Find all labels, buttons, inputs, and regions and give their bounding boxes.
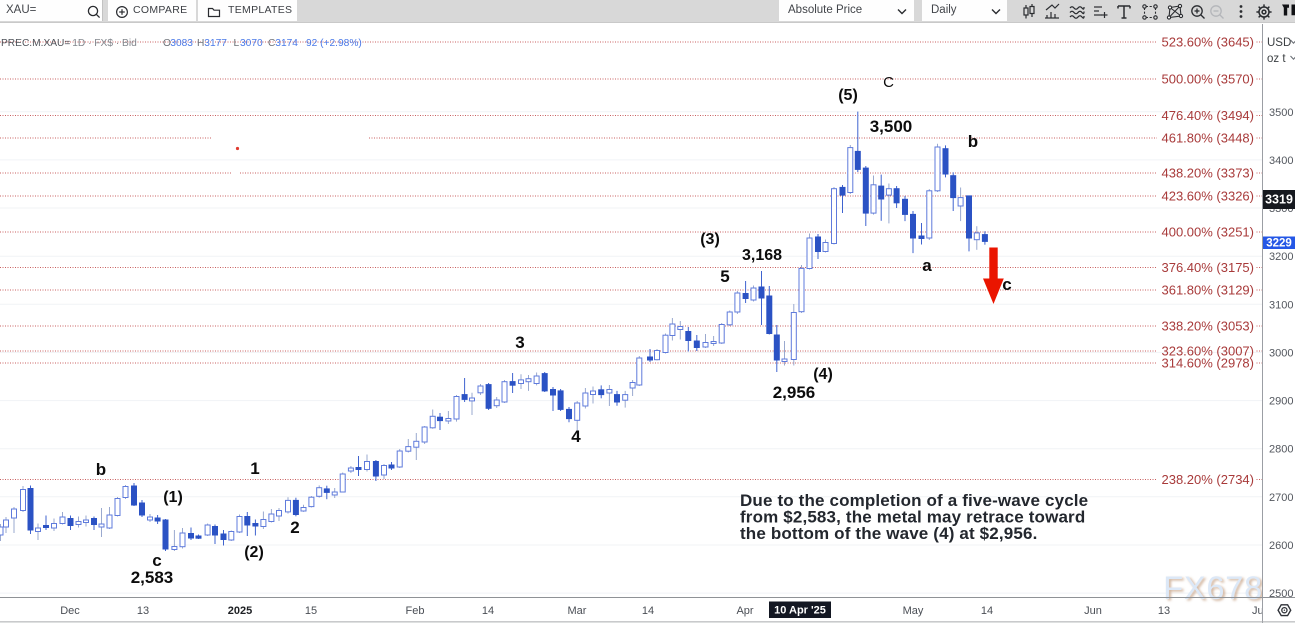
svg-text:(3): (3) (700, 231, 720, 248)
svg-text:3500: 3500 (1269, 107, 1293, 119)
svg-text:Due to the completion of a fiv: Due to the completion of a five-wave cyc… (740, 491, 1088, 510)
svg-text:Apr: Apr (736, 605, 753, 617)
svg-text:Mar: Mar (568, 605, 587, 617)
svg-text:2900: 2900 (1269, 396, 1293, 408)
svg-text:C: C (883, 74, 894, 91)
svg-text:2600: 2600 (1269, 540, 1293, 552)
svg-text:238.20% (2734): 238.20% (2734) (1161, 472, 1254, 487)
svg-text:3229: 3229 (1266, 238, 1292, 250)
svg-text:3,168: 3,168 (742, 247, 782, 264)
svg-text:423.60% (3326): 423.60% (3326) (1161, 189, 1254, 204)
svg-text:2: 2 (290, 518, 299, 537)
svg-text:361.80% (3129): 361.80% (3129) (1161, 283, 1254, 298)
svg-text:3000: 3000 (1269, 347, 1293, 359)
svg-text:2,583: 2,583 (131, 568, 174, 587)
svg-text:H: H (197, 38, 204, 49)
svg-text:438.20% (3373): 438.20% (3373) (1161, 166, 1254, 181)
svg-text:10 Apr '25: 10 Apr '25 (774, 605, 826, 617)
svg-text:C: C (268, 38, 275, 49)
svg-text:from $2,583, the metal may ret: from $2,583, the metal may retrace towar… (740, 508, 1085, 527)
svg-text:(2): (2) (244, 544, 264, 561)
svg-text:323.60% (3007): 323.60% (3007) (1161, 344, 1254, 359)
svg-text:c: c (1002, 275, 1011, 294)
svg-text:Feb: Feb (406, 605, 425, 617)
svg-text:(4): (4) (813, 366, 833, 383)
svg-text:2025: 2025 (228, 605, 252, 617)
svg-text:15: 15 (305, 605, 317, 617)
svg-text:5: 5 (720, 267, 729, 286)
svg-text:2800: 2800 (1269, 444, 1293, 456)
svg-text:14: 14 (642, 605, 654, 617)
svg-text:PREC.M.XAU=: PREC.M.XAU= (1, 38, 70, 49)
svg-text:14: 14 (482, 605, 494, 617)
svg-text:3070: 3070 (240, 38, 263, 49)
svg-text:b: b (96, 460, 106, 479)
svg-text:Dec: Dec (60, 605, 80, 617)
svg-text:3200: 3200 (1269, 251, 1293, 263)
svg-text:USD: USD (1267, 37, 1291, 49)
svg-text:338.20% (3053): 338.20% (3053) (1161, 319, 1254, 334)
svg-text:b: b (968, 132, 978, 151)
svg-text:2500: 2500 (1269, 588, 1293, 600)
svg-text:a: a (922, 256, 932, 275)
svg-text:3083: 3083 (170, 38, 193, 49)
svg-text:3174: 3174 (275, 38, 298, 49)
svg-text:Jun: Jun (1084, 605, 1102, 617)
svg-text:13: 13 (1158, 605, 1170, 617)
svg-text:c: c (152, 551, 161, 570)
svg-text:3,500: 3,500 (870, 117, 913, 136)
svg-text:476.40% (3494): 476.40% (3494) (1161, 108, 1254, 123)
svg-text:the bottom of the wave (4) at: the bottom of the wave (4) at $2,956. (740, 524, 1037, 543)
svg-text:2,956: 2,956 (773, 383, 816, 402)
svg-text:1: 1 (250, 459, 259, 478)
svg-text:92 (+2.98%): 92 (+2.98%) (306, 38, 362, 49)
svg-text:13: 13 (137, 605, 149, 617)
svg-text:O: O (163, 38, 171, 49)
svg-text:461.80% (3448): 461.80% (3448) (1161, 131, 1254, 146)
svg-text:3319: 3319 (1265, 193, 1293, 207)
svg-text:FX678: FX678 (1163, 570, 1263, 606)
svg-text:FX678: FX678 (1165, 572, 1265, 608)
svg-text:3400: 3400 (1269, 155, 1293, 167)
svg-text:523.60% (3645): 523.60% (3645) (1161, 35, 1254, 50)
svg-text:400.00% (3251): 400.00% (3251) (1161, 225, 1254, 240)
svg-text:oz t: oz t (1267, 53, 1286, 65)
svg-text:3: 3 (515, 333, 524, 352)
svg-text:314.60% (2978): 314.60% (2978) (1161, 356, 1254, 371)
svg-text:4: 4 (571, 427, 581, 446)
svg-text:2700: 2700 (1269, 492, 1293, 504)
svg-text:14: 14 (981, 605, 993, 617)
svg-text:500.00% (3570): 500.00% (3570) (1161, 72, 1254, 87)
svg-text:(1): (1) (163, 489, 183, 506)
svg-text:3177: 3177 (204, 38, 227, 49)
svg-text:376.40% (3175): 376.40% (3175) (1161, 260, 1254, 275)
svg-text:· 1D · FX$ · Bid: · 1D · FX$ · Bid (66, 38, 137, 49)
svg-text:L: L (234, 38, 240, 49)
svg-text:(5): (5) (838, 87, 858, 104)
svg-text:3100: 3100 (1269, 299, 1293, 311)
svg-text:May: May (903, 605, 924, 617)
